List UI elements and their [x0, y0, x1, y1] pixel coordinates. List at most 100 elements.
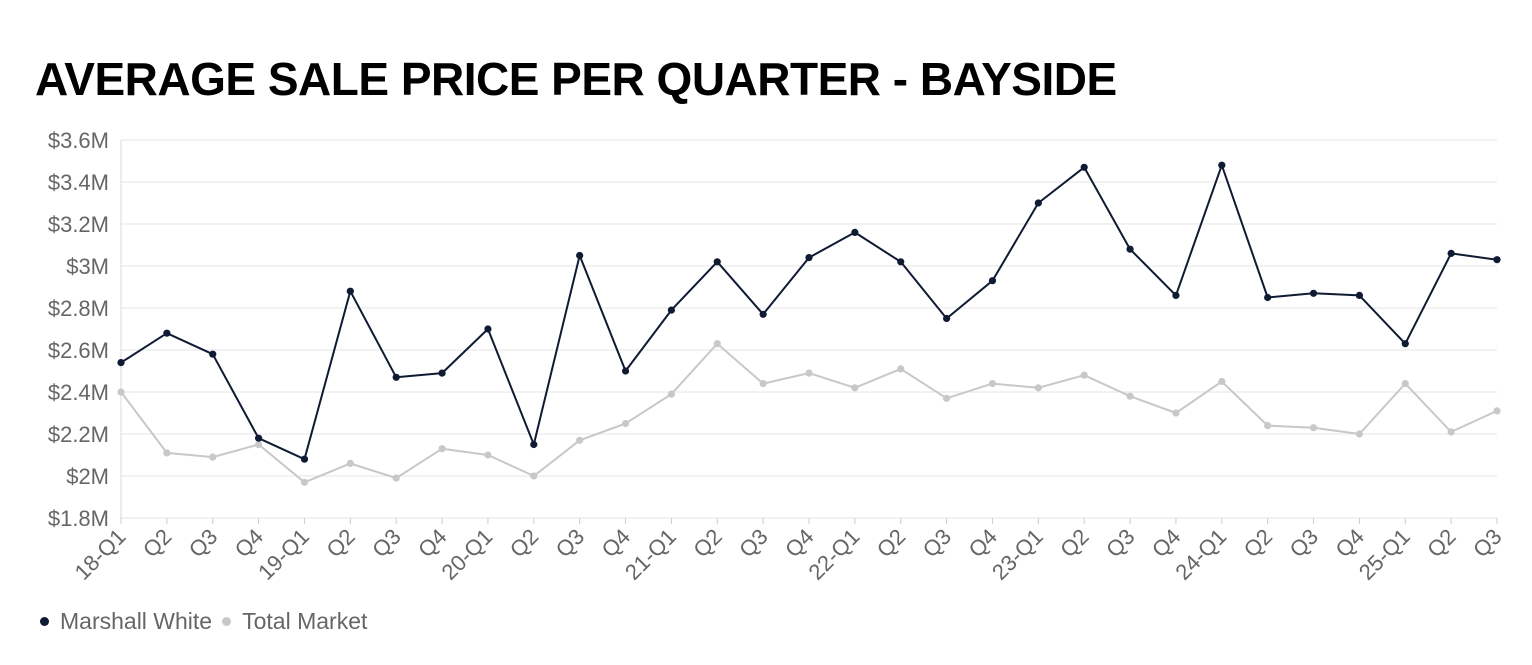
data-point[interactable]: [621, 367, 630, 375]
legend-marker-dot-icon: [40, 617, 49, 626]
y-tick-label: $1.8M: [48, 506, 109, 531]
y-tick-label: $3.6M: [48, 128, 109, 153]
data-point[interactable]: [1126, 392, 1134, 400]
data-point[interactable]: [988, 380, 997, 388]
y-tick-label: $2.4M: [48, 380, 109, 405]
x-tick-label: Q2: [872, 524, 910, 562]
grid-lines: [120, 139, 1497, 519]
data-point[interactable]: [438, 445, 446, 453]
data-point[interactable]: [759, 310, 767, 318]
data-point[interactable]: [667, 390, 676, 398]
x-tick-label: Q2: [505, 524, 543, 562]
data-point[interactable]: [484, 451, 492, 459]
data-point[interactable]: [1309, 424, 1318, 432]
data-point[interactable]: [713, 340, 721, 348]
legend: Marshall White Total Market: [40, 608, 377, 635]
data-point[interactable]: [897, 365, 905, 373]
y-tick-label: $2.6M: [48, 338, 109, 363]
y-tick-label: $2.8M: [48, 296, 109, 321]
x-tick-label: 18-Q1: [70, 524, 131, 585]
data-point[interactable]: [621, 419, 630, 428]
data-point[interactable]: [1493, 407, 1501, 415]
x-tick-label: Q3: [367, 524, 405, 562]
legend-marker-dot-icon: [222, 617, 232, 626]
data-point[interactable]: [392, 474, 400, 482]
y-tick-label: $2.2M: [48, 422, 109, 447]
data-point[interactable]: [897, 258, 905, 266]
data-point[interactable]: [1034, 199, 1042, 207]
data-point[interactable]: [255, 434, 263, 442]
data-point[interactable]: [851, 228, 859, 236]
chart-title: AVERAGE SALE PRICE PER QUARTER - BAYSIDE: [35, 53, 1117, 105]
y-axis-ticks: $1.8M $2M $2.2M $2.4M $2.6M $2.8M $3M $3.2M $3.4…: [48, 128, 109, 531]
legend-item-marshall-white[interactable]: Marshall White: [40, 608, 212, 635]
y-tick-label: $3.4M: [48, 170, 109, 195]
series-marshall-white: [117, 161, 1501, 463]
legend-item-total-market[interactable]: Total Market: [222, 608, 367, 635]
data-point[interactable]: [576, 436, 584, 444]
x-tick-label: Q2: [1239, 524, 1277, 562]
data-point[interactable]: [392, 373, 400, 381]
data-point[interactable]: [576, 251, 584, 260]
data-point[interactable]: [1126, 245, 1134, 253]
data-point[interactable]: [1264, 293, 1272, 302]
data-point[interactable]: [163, 329, 171, 337]
data-point[interactable]: [209, 453, 217, 461]
data-point[interactable]: [1080, 163, 1088, 171]
data-point[interactable]: [1080, 371, 1088, 379]
data-point[interactable]: [1034, 384, 1042, 392]
data-point[interactable]: [1172, 409, 1180, 417]
data-point[interactable]: [1309, 289, 1318, 297]
data-point[interactable]: [1218, 377, 1226, 386]
data-point[interactable]: [346, 287, 354, 295]
data-point[interactable]: [805, 254, 813, 262]
data-point[interactable]: [209, 350, 217, 358]
legend-label: Total Market: [242, 608, 368, 634]
data-point[interactable]: [988, 277, 997, 285]
x-tick-label: 25-Q1: [1354, 524, 1415, 585]
data-point[interactable]: [117, 388, 125, 396]
data-point[interactable]: [667, 306, 676, 314]
y-tick-label: $3M: [66, 254, 109, 279]
data-point[interactable]: [438, 369, 446, 377]
data-point[interactable]: [1264, 422, 1272, 430]
data-point[interactable]: [1401, 380, 1409, 388]
x-tick-label: 19-Q1: [253, 524, 314, 585]
data-point[interactable]: [1447, 249, 1455, 257]
data-point[interactable]: [759, 380, 767, 388]
x-tick-label: Q3: [1285, 524, 1323, 562]
data-point[interactable]: [1493, 256, 1501, 264]
data-point[interactable]: [300, 455, 309, 463]
series-total-market: [117, 340, 1501, 486]
data-point[interactable]: [1355, 430, 1363, 438]
data-point[interactable]: [1401, 340, 1409, 348]
data-point[interactable]: [1218, 161, 1226, 169]
data-point[interactable]: [484, 325, 492, 333]
data-point[interactable]: [713, 258, 721, 266]
y-tick-label: $2M: [66, 464, 109, 489]
data-point[interactable]: [943, 394, 951, 402]
data-point[interactable]: [530, 440, 538, 449]
x-tick-label: Q3: [551, 524, 589, 562]
x-tick-label: 21-Q1: [620, 524, 681, 585]
x-tick-label: Q3: [918, 524, 956, 562]
data-point[interactable]: [346, 459, 354, 467]
data-point[interactable]: [117, 359, 125, 367]
x-tick-label: 20-Q1: [437, 524, 498, 585]
line-chart: $1.8M $2M $2.2M $2.4M $2.6M $2.8M $3M $3.2M $3.4…: [48, 128, 1507, 585]
data-point[interactable]: [255, 440, 263, 449]
x-tick-label: Q3: [1101, 524, 1139, 562]
data-point[interactable]: [943, 314, 951, 323]
x-tick-label: Q2: [688, 524, 726, 562]
data-point[interactable]: [1355, 291, 1363, 299]
x-tick-label: Q3: [184, 524, 222, 562]
data-point[interactable]: [1172, 291, 1180, 299]
series-group: [117, 161, 1501, 486]
data-point[interactable]: [851, 384, 859, 392]
data-point[interactable]: [1447, 428, 1455, 436]
data-point[interactable]: [530, 472, 538, 480]
data-point[interactable]: [805, 369, 813, 377]
data-point[interactable]: [300, 478, 309, 486]
data-point[interactable]: [163, 449, 171, 457]
